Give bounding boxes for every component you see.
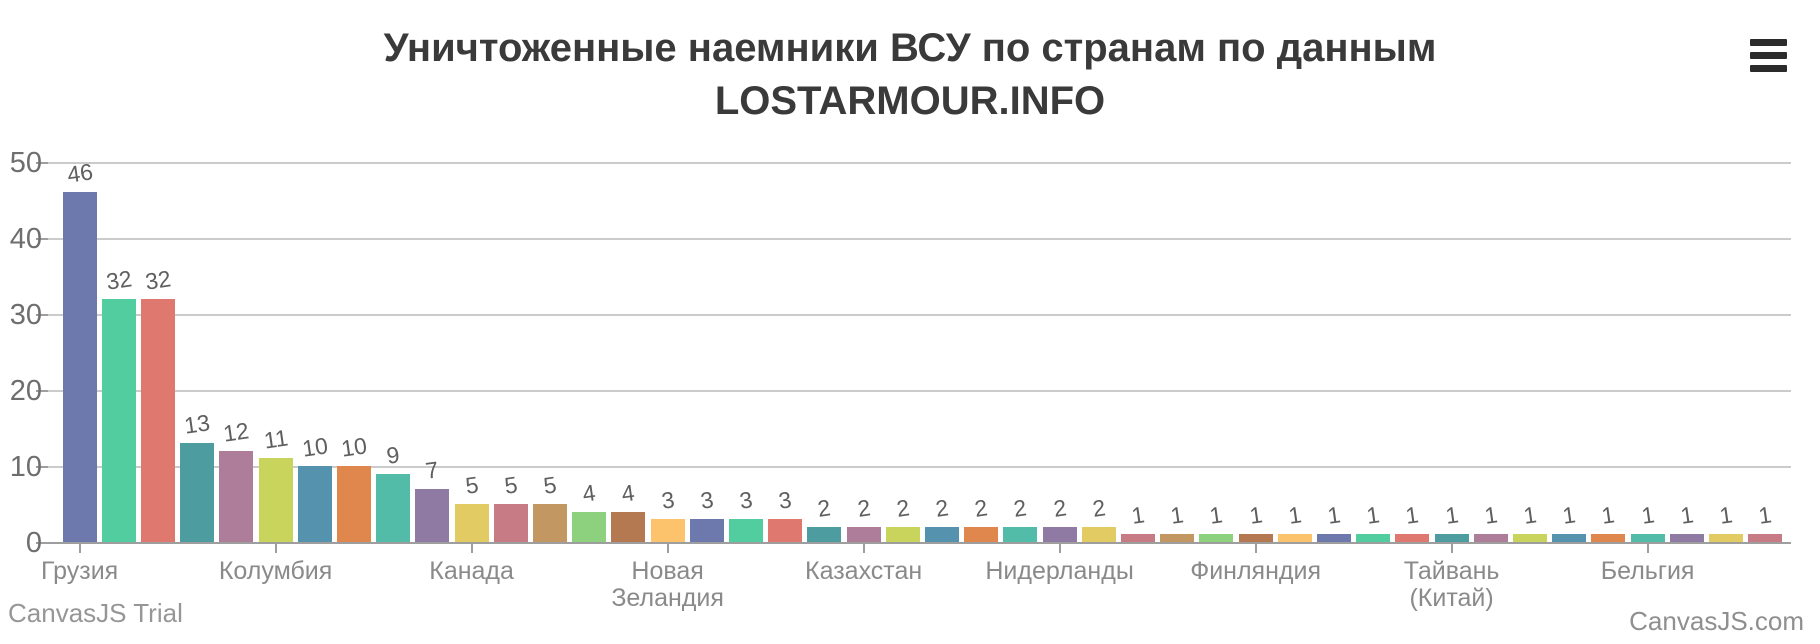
bar[interactable] <box>1552 534 1587 542</box>
bar[interactable] <box>1591 534 1626 542</box>
bar[interactable] <box>1121 534 1155 542</box>
bar[interactable] <box>1081 526 1116 542</box>
bar[interactable] <box>533 504 567 542</box>
hamburger-bar <box>1750 39 1787 46</box>
x-axis-label: Нидерланды <box>985 557 1134 585</box>
x-axis-tick <box>1254 544 1257 553</box>
bar[interactable] <box>885 526 920 542</box>
bar[interactable] <box>1003 526 1038 542</box>
bar[interactable] <box>219 450 254 542</box>
bar[interactable] <box>1709 534 1743 542</box>
x-axis-label: Канада <box>429 557 514 585</box>
bar[interactable] <box>1630 534 1665 542</box>
y-axis-tick <box>36 238 48 240</box>
y-axis-label: 30 <box>9 299 42 331</box>
x-axis-tick <box>470 544 473 553</box>
bar[interactable] <box>493 504 528 542</box>
hamburger-menu-icon[interactable] <box>1750 39 1787 72</box>
y-axis-label: 50 <box>9 147 42 179</box>
chart-title: Уничтоженные наемники ВСУ по странам по … <box>0 22 1820 128</box>
bar[interactable] <box>572 511 607 542</box>
y-axis-tick <box>36 162 48 164</box>
bar-value-label: 1 <box>1757 501 1774 530</box>
hamburger-bar <box>1750 52 1787 59</box>
y-axis-label: 40 <box>9 223 42 255</box>
bar[interactable] <box>1277 534 1312 542</box>
bar[interactable] <box>729 519 763 542</box>
x-axis-label: Новая Зеландия <box>611 557 724 612</box>
gridline <box>48 162 1791 164</box>
chart-title-line2: LOSTARMOUR.INFO <box>714 79 1106 123</box>
y-axis-label: 20 <box>9 375 42 407</box>
chart-title-line1: Уничтоженные наемники ВСУ по странам по … <box>383 26 1437 70</box>
gridline <box>48 466 1791 468</box>
hamburger-bar <box>1750 65 1787 72</box>
bar[interactable] <box>1513 534 1547 542</box>
x-axis-tick <box>1450 544 1453 553</box>
bar[interactable] <box>1042 526 1077 542</box>
bar-value-label: 46 <box>65 158 95 189</box>
bar[interactable] <box>1238 534 1273 542</box>
bar[interactable] <box>62 192 97 542</box>
bar[interactable] <box>1395 534 1430 542</box>
canvasjs-site-link[interactable]: CanvasJS.com <box>1629 606 1804 636</box>
canvasjs-trial-watermark[interactable]: CanvasJS Trial <box>8 598 183 628</box>
x-axis-line <box>48 542 1791 544</box>
x-axis-label: Тайвань (Китай) <box>1403 557 1500 612</box>
y-axis-tick <box>36 390 48 392</box>
bar[interactable] <box>807 526 842 542</box>
bar[interactable] <box>768 519 803 542</box>
bar[interactable] <box>101 298 136 542</box>
bar[interactable] <box>1356 534 1391 542</box>
bar[interactable] <box>1160 534 1195 542</box>
x-axis-tick <box>274 544 277 553</box>
y-axis-label: 10 <box>9 451 42 483</box>
bar[interactable] <box>180 443 215 542</box>
bar[interactable] <box>1199 534 1234 542</box>
x-axis-label: Колумбия <box>218 557 333 585</box>
bar[interactable] <box>337 466 371 542</box>
x-axis-tick <box>862 544 865 553</box>
y-axis-label: 0 <box>25 527 42 559</box>
bar[interactable] <box>611 511 646 542</box>
bar[interactable] <box>376 473 411 542</box>
bar-value-label: 32 <box>143 265 173 295</box>
gridline <box>48 390 1791 392</box>
bar[interactable] <box>1473 534 1508 542</box>
y-axis-tick <box>36 314 48 316</box>
gridline <box>48 314 1791 316</box>
bar[interactable] <box>454 504 489 542</box>
gridline <box>48 238 1791 240</box>
bar[interactable] <box>415 488 450 542</box>
bar[interactable] <box>964 526 999 542</box>
bar[interactable] <box>846 526 881 542</box>
bar[interactable] <box>1748 534 1783 542</box>
x-axis-tick <box>666 544 669 553</box>
x-axis-label: Бельгия <box>1600 557 1695 585</box>
y-axis-tick <box>36 542 48 544</box>
bar[interactable] <box>258 458 293 542</box>
bar[interactable] <box>1434 534 1469 542</box>
bar[interactable] <box>650 519 685 542</box>
bar[interactable] <box>1317 534 1351 542</box>
x-axis-label: Финляндия <box>1190 557 1321 585</box>
bar[interactable] <box>1669 534 1704 542</box>
x-axis-tick <box>1646 544 1649 553</box>
bar[interactable] <box>689 519 724 542</box>
bar[interactable] <box>925 526 959 542</box>
bar[interactable] <box>297 466 332 542</box>
x-axis-label: Грузия <box>40 557 119 585</box>
bar[interactable] <box>141 298 175 542</box>
y-axis-tick <box>36 466 48 468</box>
x-axis-tick <box>78 544 81 553</box>
x-axis-tick <box>1058 544 1061 553</box>
x-axis-label: Казахстан <box>805 557 923 585</box>
